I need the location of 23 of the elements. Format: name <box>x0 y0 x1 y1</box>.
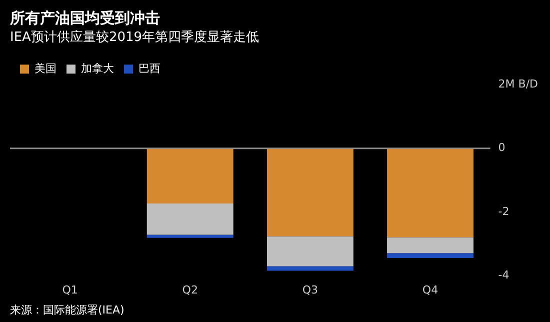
bar <box>387 253 474 258</box>
y-tick-label: -2 <box>498 204 510 218</box>
bar <box>146 203 234 235</box>
legend-label: 巴西 <box>138 62 160 75</box>
chart-subtitle: IEA预计供应量较2019年第四季度显著走低 <box>10 29 260 46</box>
x-tick-label: Q2 <box>182 283 198 296</box>
chart-title: 所有产油国均受到冲击 <box>9 8 160 27</box>
bar <box>266 236 354 266</box>
bar <box>387 148 474 238</box>
x-tick-label: Q4 <box>422 283 438 296</box>
bar <box>266 266 354 271</box>
y-tick-label: -4 <box>498 268 510 282</box>
bar <box>387 237 474 254</box>
legend-label: 美国 <box>34 62 56 75</box>
source-note: 来源：国际能源署(IEA) <box>10 303 124 316</box>
bar <box>266 148 354 236</box>
y-tick-label: 0 <box>498 141 506 154</box>
y-tick-label: 2M B/D <box>498 77 538 90</box>
bar <box>146 148 234 204</box>
x-tick-label: Q3 <box>302 283 318 296</box>
bar <box>146 234 234 238</box>
legend-label: 加拿大 <box>81 62 114 75</box>
x-tick-label: Q1 <box>62 283 78 296</box>
